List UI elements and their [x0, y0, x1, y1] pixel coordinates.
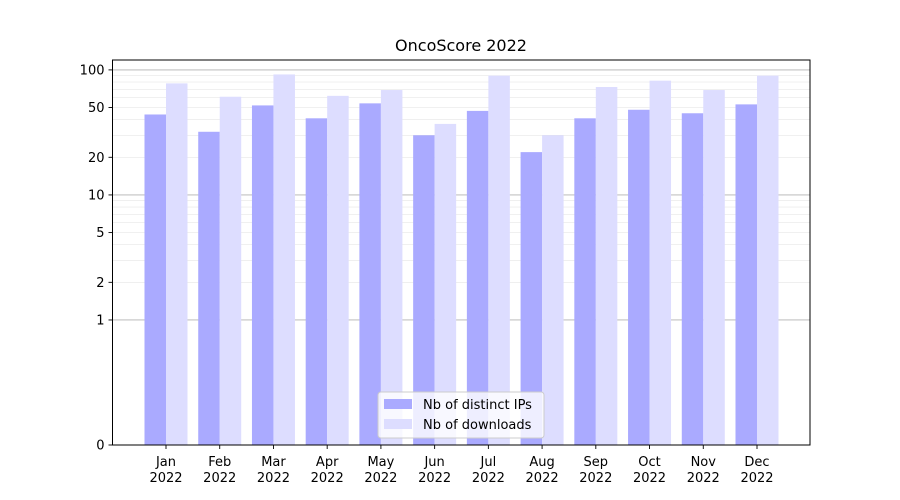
- bars: [144, 74, 779, 446]
- bar-distinct-ips: [681, 113, 704, 445]
- bar-downloads: [757, 75, 779, 446]
- bar-distinct-ips: [144, 114, 166, 445]
- x-tick-label: Oct 2022: [633, 455, 666, 486]
- legend-box: [377, 391, 545, 439]
- x-tick-label: May 2022: [364, 455, 397, 486]
- bar-downloads: [166, 83, 188, 445]
- y-axis: 0 1 2 5 10 20 50 100: [80, 63, 113, 454]
- bar-downloads: [542, 135, 564, 445]
- chart-title: OncoScore 2022: [395, 36, 527, 55]
- bar-distinct-ips: [251, 105, 274, 446]
- bar-downloads: [488, 75, 510, 446]
- y-tick-label: 0: [96, 439, 104, 454]
- x-tick-label: Feb 2022: [203, 455, 236, 486]
- x-tick-label: Apr 2022: [311, 455, 344, 486]
- legend-label: Nb of downloads: [423, 418, 532, 433]
- legend-swatch: [384, 399, 412, 409]
- bar-distinct-ips: [735, 104, 757, 445]
- legend: Nb of distinct IPs Nb of downloads: [377, 391, 545, 439]
- x-tick-label: Jun 2022: [418, 455, 451, 486]
- plot-frame: [112, 59, 811, 446]
- bar-distinct-ips: [198, 131, 220, 445]
- y-tick-label: 100: [80, 63, 105, 78]
- y-tick-label: 1: [96, 313, 104, 328]
- bar-downloads: [649, 80, 672, 445]
- bar-distinct-ips: [413, 135, 435, 445]
- bar-distinct-ips: [520, 152, 543, 445]
- bar-downloads: [273, 74, 295, 445]
- y-tick-label: 50: [88, 101, 105, 116]
- y-tick-label: 10: [88, 188, 105, 203]
- bar-downloads: [219, 96, 242, 445]
- legend-label: Nb of distinct IPs: [423, 398, 532, 413]
- y-tick-label: 20: [88, 151, 105, 166]
- bar-downloads: [380, 90, 403, 446]
- x-tick-label: Sep 2022: [579, 455, 612, 486]
- bar-distinct-ips: [574, 118, 596, 445]
- bar-downloads: [595, 86, 618, 445]
- y-tick-label: 2: [96, 276, 104, 291]
- x-tick-label: Aug 2022: [526, 455, 559, 486]
- bar-downloads: [327, 95, 349, 446]
- bar-distinct-ips: [466, 110, 489, 445]
- y-tick-label: 5: [96, 226, 104, 241]
- x-tick-label: Jan 2022: [149, 455, 182, 486]
- bar-downloads: [434, 123, 457, 445]
- bar-distinct-ips: [359, 103, 381, 446]
- x-tick-label: Dec 2022: [740, 455, 773, 486]
- bar-distinct-ips: [628, 109, 650, 445]
- bar-distinct-ips: [305, 118, 328, 445]
- legend-swatch: [384, 419, 412, 429]
- bar-downloads: [703, 90, 725, 446]
- x-tick-label: Nov 2022: [687, 455, 720, 486]
- x-axis: Jan 2022 Feb 2022 Mar 2022 Apr 2022 May 2022 Jun 20…: [149, 445, 774, 486]
- x-tick-label: Jul 2022: [472, 455, 505, 486]
- x-tick-label: Mar 2022: [257, 455, 290, 486]
